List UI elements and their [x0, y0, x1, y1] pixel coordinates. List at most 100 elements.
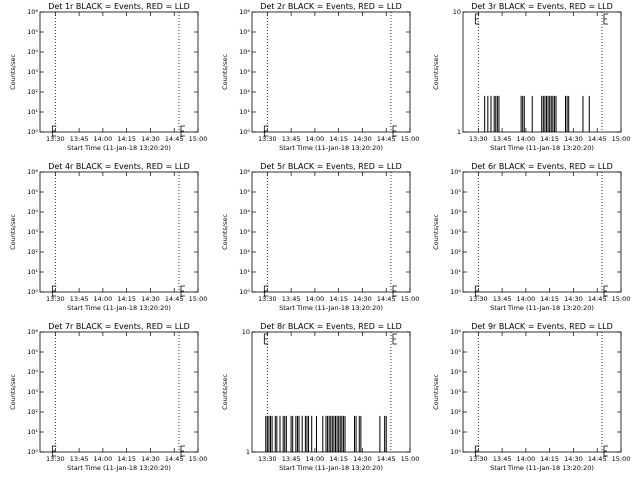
panel-det-4: Det 4r BLACK = Events, RED = LLD 10⁰ 10¹ 10…	[9, 162, 207, 312]
x-tick-label: 14:30	[141, 135, 160, 143]
panel-det-5: Det 5r BLACK = Events, RED = LLD 10⁰ 10¹ 10…	[221, 162, 419, 312]
x-tick-label: 13:30	[469, 135, 488, 143]
y-tick-label: 10⁰	[27, 288, 38, 296]
bracket-mark	[51, 125, 57, 137]
y-tick-label: 10⁴	[27, 368, 38, 376]
x-tick-label: 14:15	[540, 455, 559, 463]
bracket-mark	[474, 13, 480, 25]
bracket-mark	[603, 285, 608, 297]
panel-title: Det 2r BLACK = Events, RED = LLD	[260, 2, 402, 11]
x-tick-label: 13:45	[282, 295, 301, 303]
y-tick-label: 10¹	[27, 428, 38, 436]
bracket-mark	[474, 445, 480, 457]
y-axis-label: Counts/sec	[9, 214, 17, 250]
x-axis-label: Start Time (11-Jan-18 13:20:20)	[490, 464, 594, 472]
panel-title: Det 5r BLACK = Events, RED = LLD	[260, 162, 402, 171]
y-axis-label: Counts/sec	[221, 214, 229, 250]
y-tick-label: 10⁰	[239, 288, 250, 296]
y-axis-label: Counts/sec	[432, 214, 440, 250]
panel-det-8: Det 8r BLACK = Events, RED = LLD 1 10 13:30…	[221, 322, 419, 472]
bracket-mark	[392, 125, 397, 137]
x-tick-label: 14:30	[564, 135, 583, 143]
x-tick-label: 14:30	[141, 295, 160, 303]
y-tick-label: 10¹	[450, 428, 461, 436]
x-tick-label: 14:00	[517, 295, 536, 303]
x-tick-label: 14:30	[564, 455, 583, 463]
x-tick-label: 13:30	[46, 455, 65, 463]
bracket-mark	[51, 285, 57, 297]
x-tick-label: 14:15	[329, 135, 348, 143]
x-tick-label: 14:45	[165, 295, 184, 303]
y-tick-label: 10⁵	[27, 188, 38, 196]
x-tick-label: 14:45	[588, 295, 607, 303]
x-axis-label: Start Time (11-Jan-18 13:20:20)	[490, 304, 594, 312]
y-tick-label: 10³	[239, 68, 250, 76]
x-tick-label: 14:00	[94, 135, 113, 143]
bracket-mark	[603, 13, 608, 25]
y-tick-label: 10⁴	[239, 48, 250, 56]
x-tick-label: 13:30	[469, 455, 488, 463]
panel-det-2: Det 2r BLACK = Events, RED = LLD 10⁰ 10¹ 10…	[221, 2, 419, 152]
y-tick-label: 10⁶	[239, 168, 250, 176]
x-tick-label: 14:15	[329, 455, 348, 463]
x-tick-label: 14:15	[117, 295, 136, 303]
y-tick-label: 10²	[27, 408, 38, 416]
y-axis-label: Counts/sec	[221, 374, 229, 410]
x-tick-label: 14:45	[377, 135, 396, 143]
x-tick-label: 14:30	[564, 295, 583, 303]
y-tick-label: 10²	[27, 88, 38, 96]
x-axis-label: Start Time (11-Jan-18 13:20:20)	[67, 464, 171, 472]
x-tick-label: 14:45	[165, 455, 184, 463]
y-tick-label: 10²	[450, 248, 461, 256]
bracket-mark	[180, 445, 185, 457]
panel-title: Det 8r BLACK = Events, RED = LLD	[260, 322, 402, 331]
x-tick-label: 14:15	[117, 135, 136, 143]
panel-det-3: Det 3r BLACK = Events, RED = LLD 1 10 13:30…	[432, 2, 630, 152]
x-tick-label: 14:45	[588, 455, 607, 463]
plot-frame	[462, 171, 622, 293]
x-tick-label: 13:30	[46, 135, 65, 143]
y-axis-label: Counts/sec	[432, 374, 440, 410]
x-tick-label: 13:30	[258, 295, 277, 303]
x-tick-label: 15:00	[189, 295, 208, 303]
x-tick-label: 14:00	[306, 295, 325, 303]
x-tick-label: 15:00	[189, 455, 208, 463]
panel-det-1: Det 1r BLACK = Events, RED = LLD 10⁰ 10¹ 10…	[9, 2, 207, 152]
y-tick-label: 10¹	[239, 108, 250, 116]
bracket-mark	[474, 285, 480, 297]
x-tick-label: 14:15	[540, 135, 559, 143]
y-tick-label: 10³	[450, 228, 461, 236]
y-tick-label: 10³	[27, 228, 38, 236]
x-tick-label: 14:00	[306, 455, 325, 463]
panel-title: Det 4r BLACK = Events, RED = LLD	[48, 162, 190, 171]
x-tick-label: 13:30	[258, 135, 277, 143]
bracket-mark	[263, 333, 269, 345]
y-tick-label: 10²	[239, 248, 250, 256]
x-tick-label: 14:15	[117, 455, 136, 463]
panel-title: Det 7r BLACK = Events, RED = LLD	[48, 322, 190, 331]
x-tick-label: 13:45	[70, 135, 89, 143]
x-tick-label: 14:30	[353, 295, 372, 303]
x-tick-label: 14:00	[517, 455, 536, 463]
x-tick-label: 13:45	[282, 455, 301, 463]
y-tick-label: 10⁵	[27, 348, 38, 356]
y-tick-label: 10⁴	[450, 208, 461, 216]
y-axis-label: Counts/sec	[221, 54, 229, 90]
y-tick-label: 10¹	[450, 268, 461, 276]
y-tick-label: 10¹	[239, 268, 250, 276]
x-tick-label: 13:45	[282, 135, 301, 143]
y-tick-label: 10⁴	[239, 208, 250, 216]
y-tick-label: 10⁶	[450, 328, 461, 336]
y-tick-label: 10⁵	[239, 28, 250, 36]
y-tick-label: 10⁶	[27, 168, 38, 176]
x-tick-label: 14:00	[306, 135, 325, 143]
y-tick-label: 10⁰	[239, 128, 250, 136]
y-tick-label: 10²	[239, 88, 250, 96]
x-tick-label: 13:45	[493, 135, 512, 143]
bracket-mark	[180, 285, 185, 297]
y-axis-label: Counts/sec	[9, 54, 17, 90]
bracket-mark	[263, 285, 269, 297]
y-tick-label: 10⁰	[27, 128, 38, 136]
panel-title: Det 3r BLACK = Events, RED = LLD	[471, 2, 613, 11]
x-tick-label: 13:30	[469, 295, 488, 303]
